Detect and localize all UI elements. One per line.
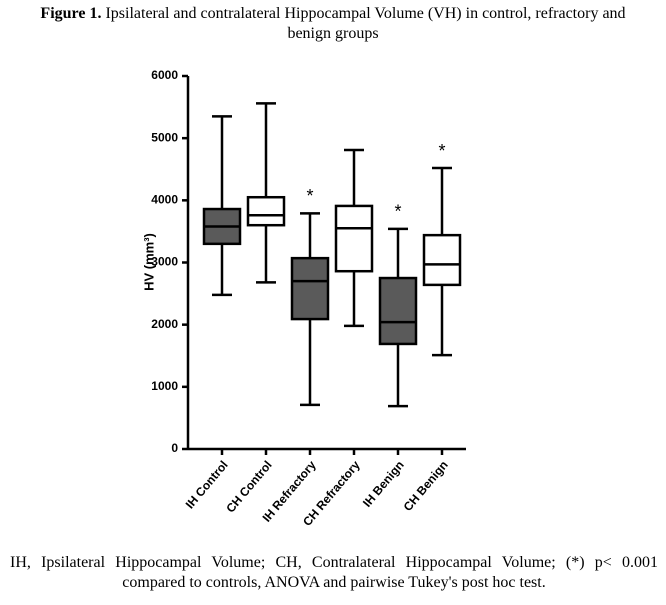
- y-tick-label: 5000: [151, 130, 178, 144]
- y-tick-label: 6000: [151, 68, 178, 82]
- y-tick-label: 3000: [151, 255, 178, 269]
- y-tick-label: 4000: [151, 193, 178, 207]
- significance-marker: *: [306, 186, 313, 206]
- x-tick-label: IH Control: [183, 458, 231, 511]
- y-tick-label: 2000: [151, 317, 178, 331]
- box: [422, 233, 462, 287]
- significance-marker: *: [438, 141, 445, 161]
- box: [290, 256, 330, 321]
- title-block: Figure 1. Ipsilateral and contralateral …: [20, 4, 646, 44]
- box: [246, 195, 286, 227]
- y-tick-label: 1000: [151, 379, 178, 393]
- chart: HV (mm³) 0 1000 2000 3000 4000 5000 6000 IH Con…: [141, 68, 466, 529]
- box: [334, 204, 374, 273]
- significance-marker: *: [394, 202, 401, 222]
- y-axis-label: HV (mm³): [141, 233, 156, 291]
- x-tick-label: CH Benign: [401, 458, 451, 514]
- caption: IH, Ipsilateral Hippocampal Volume; CH, …: [10, 554, 658, 591]
- y-tick-label: 0: [171, 441, 178, 455]
- x-tick-label: IH Benign: [360, 458, 407, 510]
- chart-title: Ipsilateral and contralateral Hippocampa…: [105, 5, 626, 42]
- box: [378, 276, 418, 346]
- title-label: Figure 1.: [40, 5, 102, 22]
